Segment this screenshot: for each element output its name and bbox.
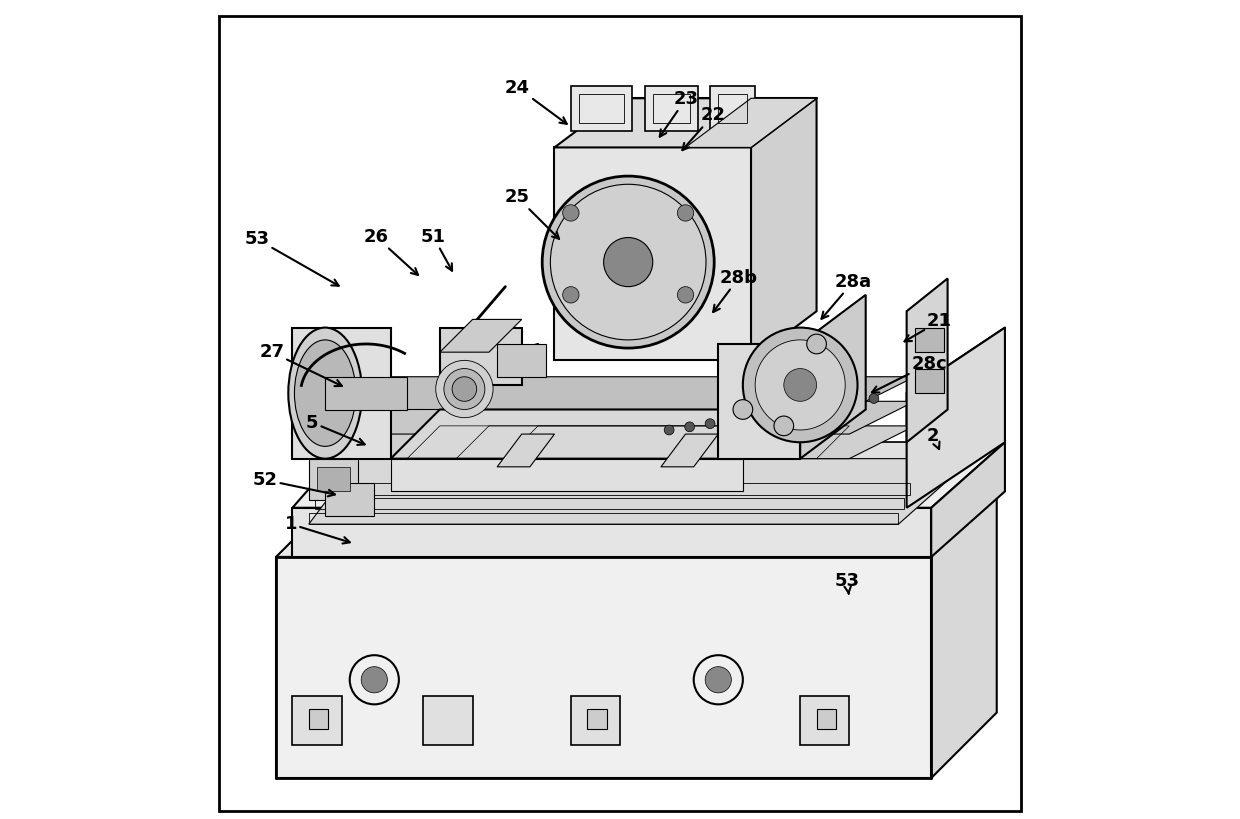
Polygon shape: [440, 328, 522, 385]
Circle shape: [733, 400, 753, 419]
Text: 27: 27: [259, 343, 342, 386]
Ellipse shape: [289, 328, 362, 459]
Bar: [579, 94, 624, 123]
Bar: [570, 696, 620, 745]
Text: 24: 24: [505, 79, 567, 124]
Polygon shape: [277, 557, 931, 778]
Polygon shape: [325, 483, 374, 516]
Circle shape: [828, 400, 838, 410]
Bar: [645, 86, 698, 131]
Text: 28b: 28b: [713, 269, 758, 312]
Polygon shape: [440, 319, 522, 352]
Ellipse shape: [294, 340, 356, 446]
Polygon shape: [906, 278, 947, 442]
Polygon shape: [718, 344, 800, 459]
Circle shape: [784, 369, 817, 401]
Circle shape: [361, 667, 387, 693]
Polygon shape: [325, 377, 915, 410]
Circle shape: [807, 334, 826, 354]
Text: 22: 22: [682, 106, 725, 150]
Circle shape: [725, 415, 735, 425]
Bar: [309, 709, 329, 729]
Circle shape: [848, 396, 858, 406]
Bar: [570, 86, 632, 131]
Bar: [423, 696, 472, 745]
Circle shape: [551, 184, 706, 340]
Polygon shape: [325, 426, 915, 459]
Circle shape: [677, 287, 693, 303]
Polygon shape: [325, 377, 407, 410]
Text: 26: 26: [363, 228, 418, 275]
Polygon shape: [277, 491, 997, 557]
Bar: [652, 94, 689, 123]
Bar: [718, 94, 746, 123]
Polygon shape: [497, 344, 547, 377]
Polygon shape: [800, 295, 866, 459]
Circle shape: [684, 422, 694, 432]
Text: 21: 21: [904, 312, 952, 342]
Polygon shape: [661, 434, 718, 467]
Circle shape: [604, 238, 652, 287]
Polygon shape: [293, 508, 931, 557]
Bar: [711, 86, 755, 131]
Circle shape: [444, 369, 485, 410]
Circle shape: [869, 394, 879, 404]
Circle shape: [453, 377, 476, 401]
Bar: [588, 709, 606, 729]
Polygon shape: [751, 98, 817, 360]
Text: 23: 23: [660, 90, 698, 137]
Text: 51: 51: [420, 228, 453, 271]
Circle shape: [743, 328, 858, 442]
Bar: [915, 369, 944, 393]
Circle shape: [706, 419, 715, 428]
Circle shape: [774, 416, 794, 436]
Circle shape: [766, 410, 776, 419]
Polygon shape: [931, 442, 1004, 557]
Polygon shape: [309, 459, 972, 524]
Polygon shape: [293, 442, 1004, 508]
Circle shape: [665, 425, 675, 435]
Polygon shape: [391, 459, 743, 491]
Polygon shape: [554, 98, 817, 147]
Polygon shape: [309, 459, 358, 500]
Polygon shape: [293, 328, 391, 459]
Polygon shape: [325, 401, 915, 434]
Bar: [915, 328, 944, 352]
Circle shape: [755, 340, 846, 430]
Text: 53: 53: [244, 230, 339, 286]
Bar: [293, 696, 341, 745]
Polygon shape: [906, 328, 1004, 508]
Text: 28c: 28c: [872, 355, 947, 392]
Text: 53: 53: [835, 572, 859, 594]
Circle shape: [807, 403, 817, 413]
Polygon shape: [497, 434, 554, 467]
Circle shape: [542, 176, 714, 348]
Text: 25: 25: [505, 188, 559, 239]
Bar: [817, 709, 836, 729]
Polygon shape: [554, 147, 751, 360]
Circle shape: [746, 413, 756, 423]
Circle shape: [706, 667, 732, 693]
Text: 28a: 28a: [822, 273, 872, 319]
Circle shape: [563, 205, 579, 221]
Polygon shape: [931, 491, 997, 778]
Text: 52: 52: [253, 471, 335, 496]
Text: 1: 1: [285, 515, 350, 544]
Circle shape: [787, 406, 797, 416]
Polygon shape: [325, 442, 963, 491]
Circle shape: [677, 205, 693, 221]
Polygon shape: [686, 98, 817, 147]
Polygon shape: [391, 410, 800, 459]
Bar: [317, 467, 350, 491]
Bar: [800, 696, 849, 745]
Text: 5: 5: [306, 414, 365, 445]
Circle shape: [435, 360, 494, 418]
Circle shape: [563, 287, 579, 303]
Text: 2: 2: [928, 427, 940, 449]
